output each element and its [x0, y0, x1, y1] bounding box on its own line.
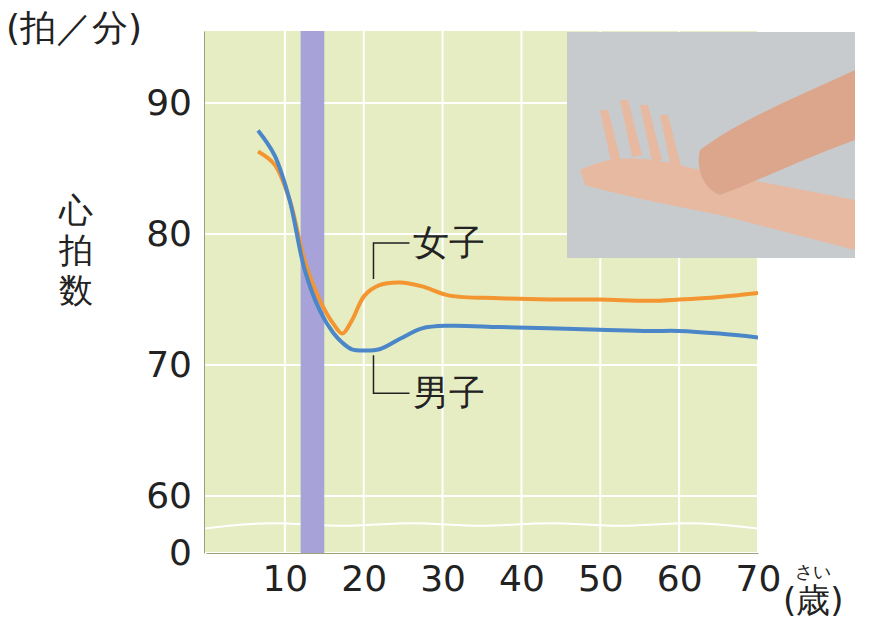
- y-unit: (拍／分): [6, 7, 142, 48]
- grid-line: [204, 552, 758, 554]
- x-tick: 10: [262, 553, 308, 599]
- photo: [567, 32, 855, 258]
- y-axis-line: [204, 32, 205, 554]
- grid-line: [204, 364, 758, 366]
- grid-line: [520, 31, 522, 553]
- grid-line: [284, 31, 286, 553]
- series-label: 女子: [413, 222, 485, 263]
- y-axis-title: 心拍数: [58, 190, 93, 310]
- tick-label: 90: [146, 82, 192, 123]
- y-tick: 90: [146, 82, 204, 123]
- photo-finger: [660, 115, 682, 172]
- x-axis: 10 20 30 40 50 60 70: [207, 553, 782, 599]
- series-labels: 女子男子: [373, 222, 485, 413]
- x-tick: 40: [499, 553, 545, 599]
- photo-finger: [620, 100, 642, 157]
- axis-break: [204, 523, 758, 528]
- x-tick: 70: [736, 553, 782, 599]
- tick-label: 80: [146, 213, 192, 254]
- tick-label: 20: [341, 558, 387, 599]
- photo-finger: [640, 105, 662, 162]
- y-tick: 0: [169, 532, 204, 573]
- tick-label: 60: [146, 475, 192, 516]
- photo-finger: [600, 110, 622, 167]
- x-axis-title: (歳): [783, 580, 844, 620]
- tick-label: 30: [420, 558, 466, 599]
- y-tick: 60: [146, 475, 204, 516]
- x-tick: 20: [341, 553, 387, 599]
- tick-label: 40: [499, 558, 545, 599]
- tick-label: 0: [169, 532, 192, 573]
- tick-label: 50: [578, 558, 624, 599]
- leader-line: [373, 243, 409, 279]
- x-axis-ruby: さい: [795, 561, 831, 582]
- x-tick: 30: [420, 553, 466, 599]
- tick-label: 60: [657, 558, 703, 599]
- tick-label: 70: [146, 344, 192, 385]
- grid-line: [204, 495, 758, 497]
- y-tick: 80: [146, 213, 204, 254]
- x-tick: 50: [578, 553, 624, 599]
- x-tick: 60: [657, 553, 703, 599]
- tick-label: 10: [262, 558, 308, 599]
- tick-label: 70: [736, 558, 782, 599]
- grid-line: [363, 31, 365, 553]
- chart: 0 60 70 80 90 10 20 30 40 50 60 70 (拍／分) 心拍数 (歳)さい 女子男子: [0, 0, 890, 624]
- series-label: 男子: [413, 372, 485, 413]
- photo-hand: [699, 70, 855, 195]
- photo-ground: [567, 32, 855, 258]
- y-tick: 70: [146, 344, 204, 385]
- x-axis-line: [207, 553, 759, 554]
- y-axis: 0 60 70 80 90: [146, 32, 204, 574]
- leader-line: [373, 355, 409, 393]
